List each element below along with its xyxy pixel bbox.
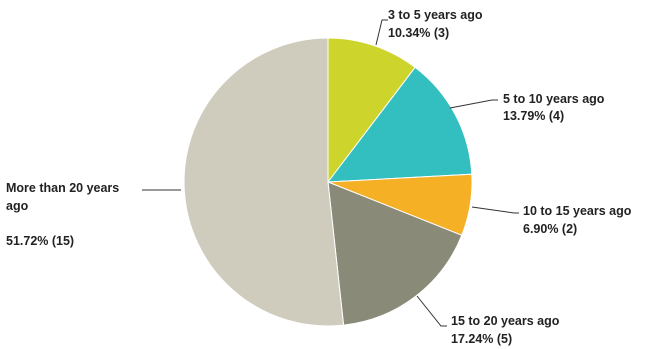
slice-label-10-to-15: 10 to 15 years ago	[523, 204, 632, 218]
leader-line-3-to-5	[375, 19, 388, 46]
pie-slices	[183, 37, 473, 327]
leader-line-5-to-10	[449, 99, 498, 109]
pie-slice-15-to-20	[327, 181, 463, 326]
slice-label-5-to-10: 5 to 10 years ago	[503, 92, 605, 106]
slice-value-3-to-5: 10.34% (3)	[388, 26, 449, 40]
leader-line-15-to-20	[416, 295, 447, 327]
slice-label-more-than-20-line2: ago	[6, 199, 29, 213]
slice-label-3-to-5: 3 to 5 years ago	[388, 8, 483, 22]
leader-line-10-to-15	[471, 206, 519, 214]
slice-value-more-than-20: 51.72% (15)	[6, 234, 74, 248]
pie-slice-more-than-20	[183, 37, 345, 327]
pie-slice-5-to-10	[326, 66, 473, 183]
slice-label-more-than-20-line1: More than 20 years	[6, 181, 119, 195]
slice-value-5-to-10: 13.79% (4)	[503, 109, 564, 123]
slice-value-10-to-15: 6.90% (2)	[523, 222, 577, 236]
pie-slice-3-to-5	[327, 37, 416, 184]
slice-label-15-to-20: 15 to 20 years ago	[451, 314, 560, 328]
slice-value-15-to-20: 17.24% (5)	[451, 332, 512, 346]
